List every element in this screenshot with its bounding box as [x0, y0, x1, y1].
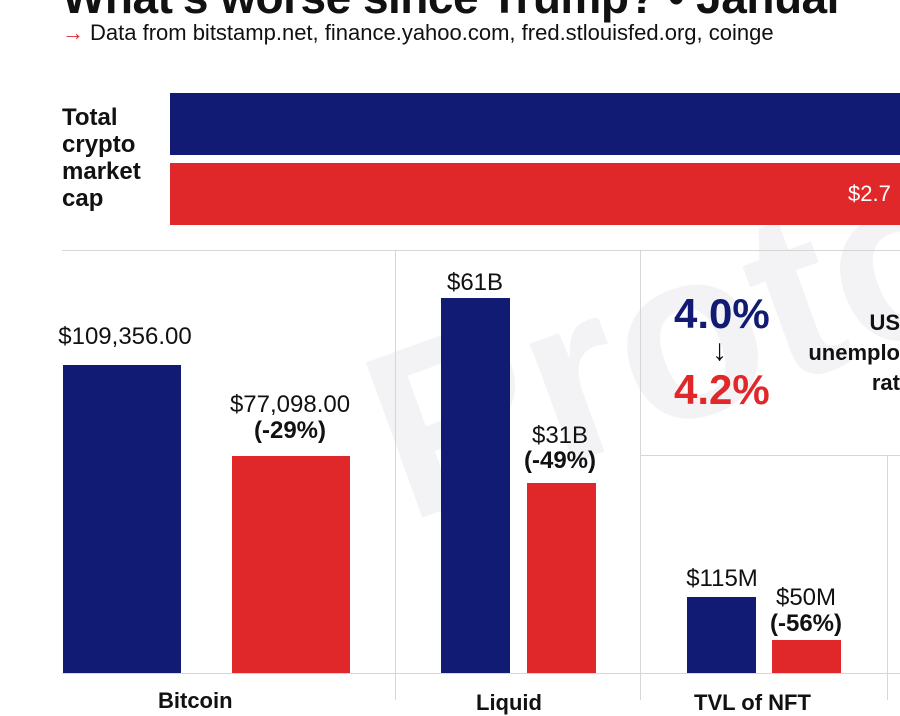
- market-cap-bar-before: [170, 93, 900, 155]
- liquid-bar-before: [441, 298, 510, 673]
- bitcoin-change: (-29%): [253, 417, 326, 444]
- nft-value-after: $50M: [775, 584, 837, 611]
- nft-label: TVL of NFT: [694, 690, 811, 715]
- bitcoin-bar-after: [232, 456, 350, 673]
- unemployment-label-line2: unemplo: [808, 340, 900, 365]
- divider-bottom: [62, 673, 900, 674]
- divider-right-mid: [640, 455, 900, 456]
- nft-bar-after: [772, 640, 841, 673]
- nft-value-before: $115M: [686, 565, 758, 592]
- unemployment-label-line1: US: [869, 310, 900, 335]
- unemployment-label: US unemplo rat: [780, 308, 900, 398]
- liquid-change: (-49%): [523, 447, 596, 474]
- unemployment-to: 4.2%: [674, 366, 770, 413]
- divider-top: [62, 250, 900, 251]
- bitcoin-value-after: $77,098.00: [229, 391, 351, 418]
- unemployment-label-line3: rat: [871, 370, 900, 395]
- market-cap-label: Total crypto market cap: [62, 104, 141, 212]
- divider-v1: [395, 250, 396, 700]
- arrow-right-icon: →: [62, 20, 84, 45]
- divider-v2: [640, 250, 641, 700]
- arrow-down-icon: ↓: [712, 334, 727, 367]
- bitcoin-value-before: $109,356.00: [58, 323, 192, 350]
- market-cap-bar-after: $2.7: [170, 163, 900, 225]
- liquid-label: Liquid: [476, 690, 542, 715]
- subtitle-text: Data from bitstamp.net, finance.yahoo.co…: [90, 20, 774, 45]
- page-title: What's worse since Trump? • Januar: [62, 0, 845, 24]
- market-cap-after-label: $2.7: [848, 181, 891, 206]
- bitcoin-bar-before: [63, 365, 181, 673]
- liquid-value-before: $61B: [446, 269, 504, 296]
- page-subtitle: → Data from bitstamp.net, finance.yahoo.c…: [62, 20, 774, 46]
- liquid-value-after: $31B: [531, 422, 589, 449]
- bitcoin-label: Bitcoin: [158, 688, 233, 713]
- nft-change: (-56%): [769, 610, 842, 637]
- nft-bar-before: [687, 597, 756, 673]
- liquid-bar-after: [527, 483, 596, 673]
- divider-v3: [887, 455, 888, 700]
- unemployment-from: 4.0%: [674, 290, 770, 337]
